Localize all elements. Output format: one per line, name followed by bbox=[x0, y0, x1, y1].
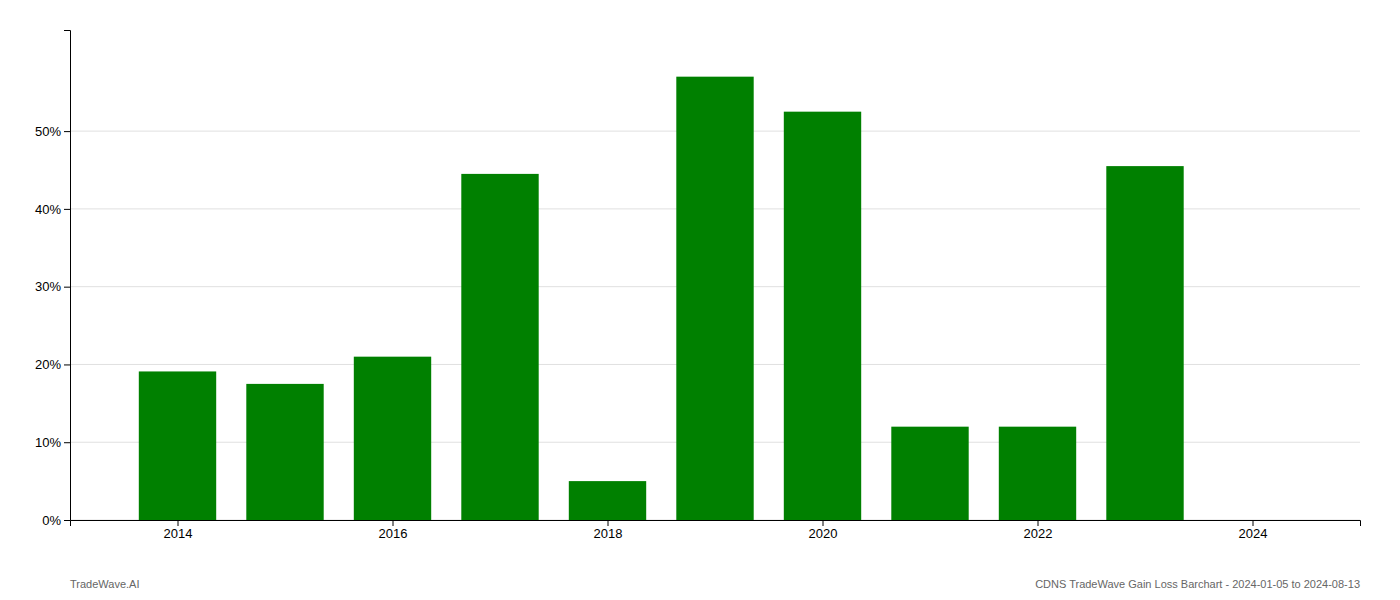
y-axis-line bbox=[64, 31, 71, 521]
x-tick: 2024 bbox=[1239, 520, 1268, 541]
x-tick-mark bbox=[1038, 520, 1039, 526]
y-tick-mark bbox=[64, 442, 70, 443]
y-tick: 10% bbox=[35, 435, 70, 450]
x-tick-mark bbox=[178, 520, 179, 526]
y-axis: 0% 10% 20% 30% 40% 50% bbox=[35, 31, 71, 528]
y-tick-label: 40% bbox=[35, 202, 61, 217]
y-tick-mark bbox=[64, 131, 70, 132]
y-tick-mark bbox=[64, 287, 70, 288]
bar bbox=[246, 384, 323, 520]
y-tick: 20% bbox=[35, 357, 70, 372]
footer: TradeWave.AI CDNS TradeWave Gain Loss Bar… bbox=[70, 578, 1360, 590]
bar bbox=[891, 427, 968, 520]
x-tick-label: 2014 bbox=[164, 526, 193, 541]
y-tick: 30% bbox=[35, 279, 70, 294]
y-tick: 40% bbox=[35, 202, 70, 217]
bar bbox=[676, 77, 753, 520]
bar bbox=[461, 174, 538, 520]
x-tick-label: 2022 bbox=[1024, 526, 1053, 541]
plot-area bbox=[139, 77, 1184, 520]
chart: 2014 2016 2018 2020 2022 2024 0% 10% 20% 30% 40% 50… bbox=[0, 0, 1400, 600]
bar bbox=[569, 481, 646, 520]
footer-text: CDNS TradeWave Gain Loss Barchart - 2024… bbox=[1035, 578, 1360, 590]
y-tick-label: 50% bbox=[35, 124, 61, 139]
x-tick: 2022 bbox=[1024, 520, 1053, 541]
y-tick: 50% bbox=[35, 124, 70, 139]
x-tick-label: 2020 bbox=[809, 526, 838, 541]
x-tick: 2014 bbox=[164, 520, 193, 541]
y-tick: 0% bbox=[42, 513, 70, 528]
y-tick-mark bbox=[64, 209, 70, 210]
x-tick-label: 2024 bbox=[1239, 526, 1268, 541]
x-tick-mark bbox=[823, 520, 824, 526]
y-tick-label: 20% bbox=[35, 357, 61, 372]
bar bbox=[354, 357, 431, 520]
x-tick-label: 2018 bbox=[594, 526, 623, 541]
footer-text: TradeWave.AI bbox=[70, 578, 140, 590]
x-tick-mark bbox=[1253, 520, 1254, 526]
x-tick-mark bbox=[608, 520, 609, 526]
y-tick-mark bbox=[64, 364, 70, 365]
bar bbox=[1214, 520, 1291, 521]
bar bbox=[784, 112, 861, 520]
x-axis: 2014 2016 2018 2020 2022 2024 bbox=[71, 520, 1361, 541]
x-axis-line bbox=[71, 521, 1361, 527]
x-tick-label: 2016 bbox=[379, 526, 408, 541]
y-tick-mark bbox=[64, 520, 70, 521]
bar bbox=[1106, 166, 1183, 520]
x-tick: 2020 bbox=[809, 520, 838, 541]
x-tick: 2018 bbox=[594, 520, 623, 541]
y-tick-label: 10% bbox=[35, 435, 61, 450]
bar bbox=[999, 427, 1076, 520]
bar bbox=[139, 371, 216, 520]
y-tick-label: 30% bbox=[35, 279, 61, 294]
y-tick-label: 0% bbox=[42, 513, 61, 528]
x-tick: 2016 bbox=[379, 520, 408, 541]
x-tick-mark bbox=[393, 520, 394, 526]
